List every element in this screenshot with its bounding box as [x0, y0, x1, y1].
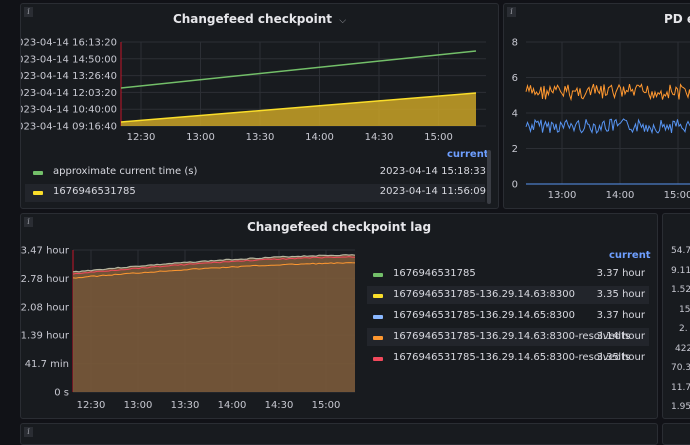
x-tick-label: 13:30 [171, 400, 200, 411]
legend-label: 1676946531785-136.29.14.63:8300 [393, 289, 575, 300]
lag-panel: i Changefeed checkpoint lag 3.47 hour 2.7… [20, 213, 658, 419]
legend-swatch [373, 273, 383, 277]
legend-current-header[interactable]: current [447, 149, 489, 160]
legend-label: 1676946531785 [53, 186, 136, 197]
y-tick-label: 2 [512, 144, 518, 155]
axis-value-partial: 1.95 [671, 402, 690, 412]
y-tick-label: 2023-04-14 16:13:20 [21, 38, 117, 49]
pd-series-orange [525, 83, 690, 102]
legend-swatch [373, 336, 383, 340]
legend-swatch [373, 315, 383, 319]
legend-row-bg [25, 184, 485, 202]
legend-row-bg [367, 286, 649, 304]
legend-swatch [373, 294, 383, 298]
checkpoint-panel: i Changefeed checkpoint ⌵ 2023-04-14 16:… [20, 3, 499, 209]
checkpoint-chart[interactable]: 2023-04-14 16:13:20 2023-04-14 14:50:00 20… [21, 32, 498, 162]
right-partial-panel: 54.7 9.11 1.52 15 2. 422 70.3 11.7 1.95 [662, 213, 690, 419]
lag-area-fill [73, 254, 355, 392]
legend-current-header[interactable]: current [609, 250, 651, 261]
info-icon[interactable]: i [24, 7, 33, 17]
info-icon[interactable]: i [507, 7, 516, 17]
axis-value-partial: 15 [679, 304, 690, 315]
x-tick-label: 14:00 [606, 190, 635, 201]
series-current-time-line [120, 50, 477, 89]
y-tick-label: 2023-04-14 10:40:00 [21, 105, 117, 116]
axis-value-partial: 11.7 [671, 382, 690, 393]
legend-label: approximate current time (s) [53, 166, 198, 177]
x-tick-label: 14:00 [305, 132, 334, 143]
y-tick-label: 2023-04-14 14:50:00 [21, 54, 117, 65]
legend-value: 3.14 hour [596, 331, 645, 342]
y-tick-label: 0 s [54, 388, 69, 399]
lag-series-1676946531785 [72, 254, 356, 273]
x-tick-label: 13:00 [548, 190, 577, 201]
legend-label: 1676946531785-136.29.14.63:8300-resolved… [393, 331, 631, 342]
x-tick-label: 12:30 [77, 400, 106, 411]
x-tick-label: 12:30 [127, 132, 156, 143]
y-tick-label: 2.08 hour [21, 302, 70, 313]
legend-swatch [33, 191, 43, 195]
axis-value-partial: 70.3 [671, 363, 690, 373]
legend-value: 3.37 hour [596, 268, 645, 279]
x-tick-label: 15:00 [664, 190, 690, 201]
x-tick-label: 13:30 [246, 132, 275, 143]
legend-value: 3.35 hour [596, 289, 645, 300]
legend-scrollbar[interactable] [487, 150, 491, 204]
bottom-partial-panel: i [20, 423, 658, 445]
bottom-right-partial-panel [662, 423, 690, 445]
pd-panel-title[interactable]: PD e [664, 12, 690, 26]
y-tick-label: 4 [512, 109, 518, 120]
legend-label: 1676946531785 [393, 268, 476, 279]
y-tick-label: 3.47 hour [21, 246, 70, 257]
legend-label: 1676946531785-136.29.14.65:8300 [393, 310, 575, 321]
legend-value: 3.35 hour [596, 352, 645, 363]
series-1676946531785-line [120, 92, 477, 123]
axis-value-partial: 54.7 [671, 246, 690, 256]
axis-value-partial: 9.11 [671, 265, 690, 276]
pd-chart[interactable]: 8 6 4 2 0 13:00 14:00 15:00 [504, 32, 690, 209]
panel-title-text[interactable]: Changefeed checkpoint [172, 12, 333, 26]
y-tick-label: 0 [512, 180, 518, 191]
info-icon[interactable]: i [24, 427, 33, 437]
axis-value-partial: 2. [679, 324, 688, 334]
lag-chart[interactable]: 3.47 hour 2.78 hour 2.08 hour 1.39 hour 41.7… [21, 236, 366, 419]
legend-value: 2023-04-14 15:18:33 [379, 166, 486, 177]
pd-series-blue [525, 118, 690, 135]
y-tick-label: 1.39 hour [21, 331, 70, 342]
axis-value-partial: 1.52 [671, 285, 690, 295]
lag-series-resolvedts-65 [72, 256, 356, 275]
x-tick-label: 15:00 [312, 400, 341, 411]
y-tick-label: 41.7 min [25, 359, 69, 370]
legend-row-bg [367, 328, 649, 346]
legend-swatch [373, 357, 383, 361]
x-tick-label: 14:00 [218, 400, 247, 411]
y-tick-label: 2023-04-14 12:03:20 [21, 88, 117, 99]
x-tick-label: 14:30 [365, 132, 394, 143]
y-tick-label: 6 [512, 73, 518, 84]
checkpoint-panel-title[interactable]: Changefeed checkpoint ⌵ [21, 4, 498, 34]
y-tick-label: 2023-04-14 13:26:40 [21, 71, 117, 82]
y-tick-label: 8 [512, 38, 518, 49]
x-tick-label: 14:30 [265, 400, 294, 411]
lag-panel-title[interactable]: Changefeed checkpoint lag [246, 220, 432, 234]
legend-swatch [33, 171, 43, 175]
legend-label: 1676946531785-136.29.14.65:8300-resolved… [393, 352, 631, 363]
y-tick-label: 2023-04-14 09:16:40 [21, 122, 117, 133]
series-1676946531785-area [121, 93, 476, 126]
lag-series-resolvedts-63 [72, 262, 356, 279]
legend-value: 3.37 hour [596, 310, 645, 321]
y-tick-label: 2.78 hour [21, 274, 70, 285]
x-tick-label: 13:00 [186, 132, 215, 143]
legend-value: 2023-04-14 11:56:09 [379, 186, 486, 197]
pd-panel: i PD e 8 6 4 2 0 13:00 14:00 15:00 [503, 3, 690, 209]
info-icon[interactable]: i [24, 217, 33, 227]
axis-value-partial: 422 [675, 343, 690, 354]
x-tick-label: 13:00 [124, 400, 153, 411]
chevron-down-icon[interactable]: ⌵ [339, 16, 347, 26]
x-tick-label: 15:00 [424, 132, 453, 143]
